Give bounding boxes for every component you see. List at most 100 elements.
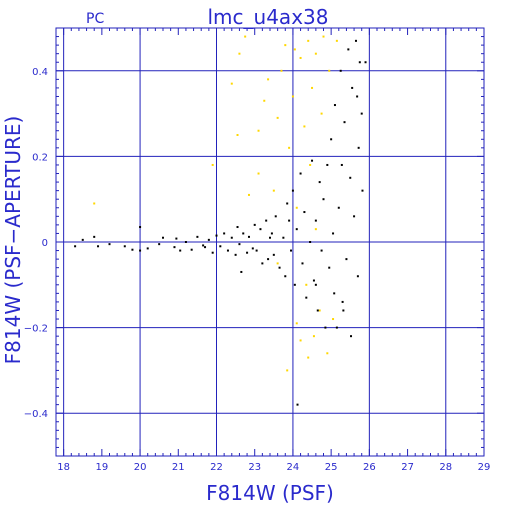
x-tick-label: 22 [210,462,223,473]
point-selected [330,138,333,141]
point-rejected [299,56,302,59]
x-tick-label: 21 [172,462,185,473]
point-selected [223,232,226,235]
point-selected [234,253,237,256]
point-selected [312,279,315,282]
point-rejected [288,146,291,149]
point-selected [290,249,293,252]
point-rejected [244,35,247,38]
x-axis-tick-labels: 18 19 20 21 22 23 24 25 26 27 28 29 [57,462,490,473]
point-rejected [257,172,260,175]
point-selected [314,283,317,286]
point-selected [288,219,291,222]
point-selected [309,241,312,243]
point-selected [179,249,182,252]
point-selected [342,309,345,312]
x-tick-label: 27 [401,462,414,473]
point-selected [296,403,299,406]
point-selected [97,245,100,248]
x-tick-label: 19 [95,462,108,473]
point-rejected [236,134,239,136]
point-rejected [318,309,321,312]
point-selected [337,206,340,209]
point-selected [204,246,207,249]
point-selected [238,243,241,246]
point-selected [196,235,199,238]
point-selected [293,283,296,286]
point-selected [158,243,161,246]
point-rejected [305,283,308,286]
point-selected [341,300,344,303]
y-tick-label: −0.2 [24,324,48,335]
point-rejected [307,356,310,359]
point-selected [339,69,342,72]
point-rejected [267,78,270,81]
point-selected [123,245,126,248]
point-selected [364,61,367,64]
point-selected [326,163,329,166]
series-rejected [93,35,338,372]
point-selected [351,86,354,89]
point-selected [139,249,142,252]
point-selected [350,335,353,338]
point-selected [259,228,262,231]
point-selected [108,243,111,246]
point-selected [301,262,304,265]
y-axis-title: F814W (PSF−APERTURE) [1,116,25,365]
point-rejected [311,86,314,89]
point-selected [335,326,338,329]
point-selected [282,236,285,239]
point-selected [236,226,239,229]
point-rejected [211,163,214,166]
point-selected [303,211,306,214]
point-selected [190,248,193,251]
chart-title: lmc_u4ax38 [208,5,329,29]
point-rejected [286,369,289,372]
point-selected [131,248,134,251]
point-rejected [247,193,250,196]
point-selected [215,234,218,237]
point-selected [269,236,271,239]
y-axis-tick-labels: −0.4 −0.2 0 0.2 0.4 [24,67,48,420]
point-selected [246,251,249,254]
point-rejected [93,202,96,205]
x-tick-label: 26 [363,462,376,473]
point-selected [81,238,84,241]
y-tick-label: 0.2 [32,152,48,163]
point-rejected [335,39,338,42]
point-rejected [332,318,335,321]
point-rejected [291,95,294,98]
point-selected [356,275,359,278]
point-selected [219,245,222,248]
point-rejected [295,206,298,209]
point-selected [332,232,335,235]
point-selected [320,249,323,252]
point-selected [207,238,210,241]
point-selected [324,326,327,329]
y-tick-label: −0.4 [24,409,48,420]
point-selected [267,258,270,261]
point-selected [345,258,348,261]
point-rejected [326,352,329,355]
point-rejected [328,69,331,72]
point-selected [261,262,264,265]
point-selected [318,181,321,184]
point-selected [361,189,364,192]
point-selected [240,270,243,273]
point-rejected [314,52,317,55]
point-rejected [293,48,296,51]
point-selected [242,232,245,235]
point-rejected [320,112,323,115]
point-selected [357,146,360,149]
x-tick-label: 20 [134,462,147,473]
point-rejected [257,129,260,132]
point-selected [284,275,287,278]
point-rejected [284,44,287,47]
point-selected [226,249,229,252]
plot-frame [55,27,485,457]
point-selected [146,247,149,250]
x-tick-label: 28 [439,462,452,473]
point-selected [328,266,331,269]
